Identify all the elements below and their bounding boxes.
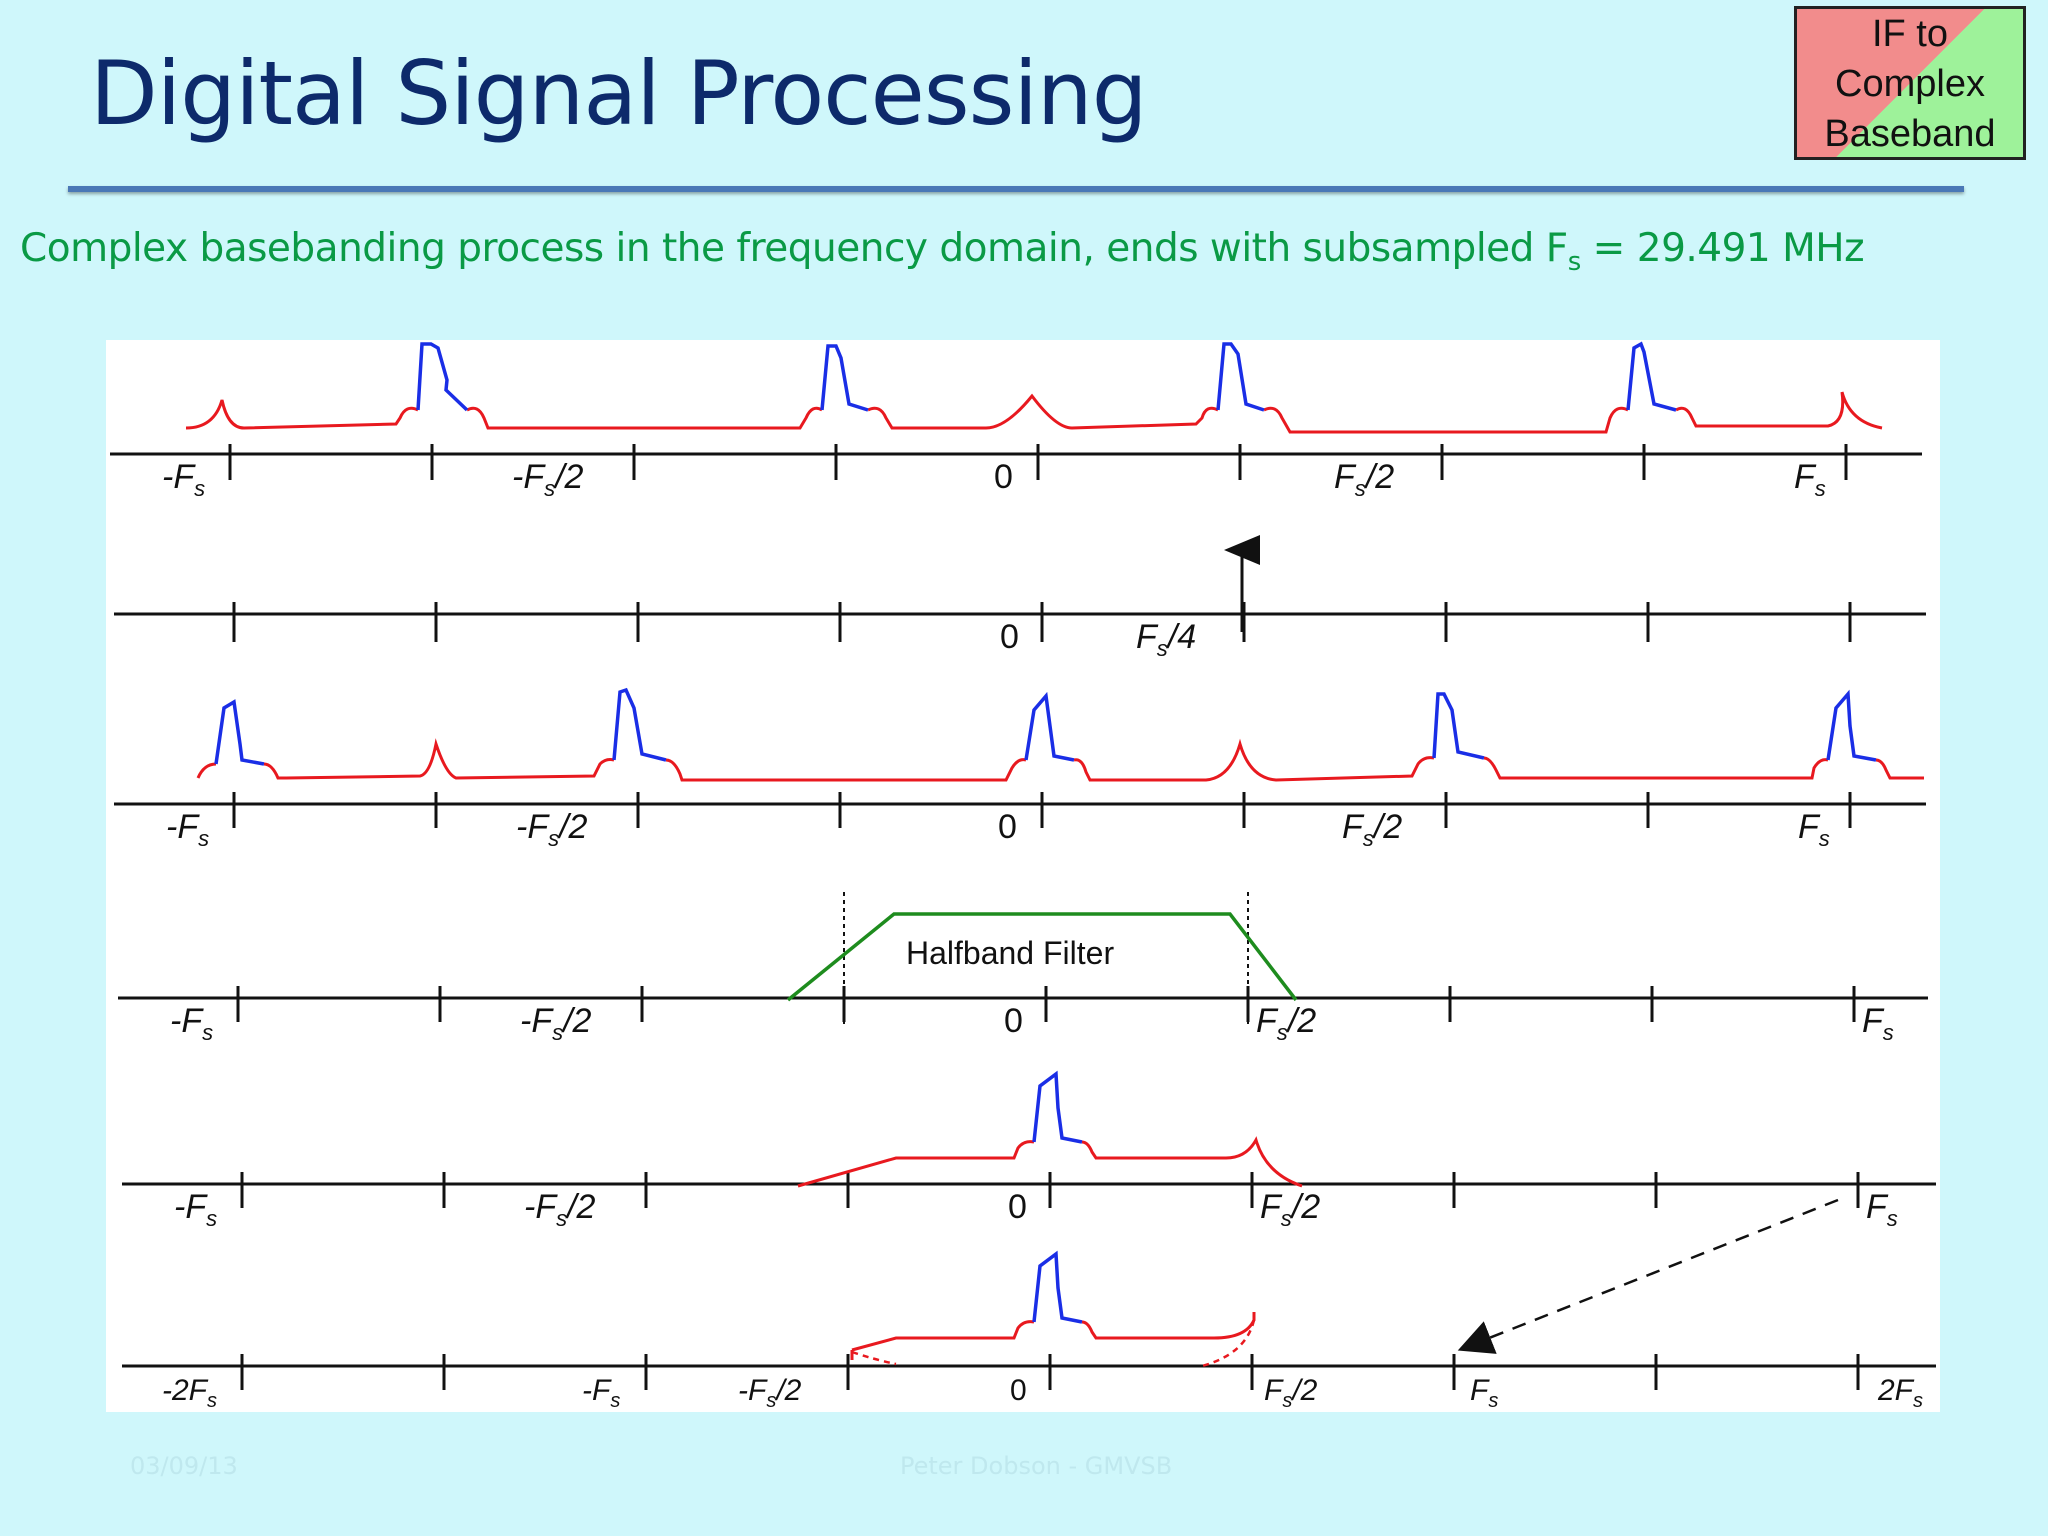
slide-subtitle: Complex basebanding process in the frequ… — [20, 226, 1865, 277]
row-6-label-zero: 0 — [1010, 1374, 1027, 1407]
row-6-image-spectrum — [850, 1312, 1256, 1360]
row-5-label-neg-fs: -Fs — [174, 1188, 217, 1231]
row-5-filtered-spectrum: -Fs -Fs/2 0 Fs/2 Fs — [122, 1070, 1936, 1354]
row-3-ticks — [232, 792, 1852, 828]
row-4-ticks — [236, 986, 1856, 1022]
row-3-image-spectrum — [196, 738, 1924, 782]
frequency-domain-diagram: -Fs -Fs/2 0 Fs/2 Fs 0 Fs/4 — [106, 340, 1940, 1412]
row-4-label-pos-half: Fs/2 — [1256, 1002, 1316, 1045]
row-4-label-pos-fs: Fs — [1862, 1002, 1894, 1045]
row-3-label-pos-half: Fs/2 — [1342, 808, 1402, 851]
decimation-arrow — [1457, 1198, 1839, 1354]
row-6-decimated-spectrum: -2Fs -Fs -Fs/2 0 Fs/2 Fs 2Fs — [122, 1250, 1936, 1412]
row-2-mixer: 0 Fs/4 — [114, 535, 1926, 661]
row-2-ticks — [232, 602, 1852, 642]
halfband-filter-label: Halfband Filter — [906, 935, 1114, 971]
row-4-label-neg-half: -Fs/2 — [520, 1002, 592, 1045]
row-2-label-zero: 0 — [1000, 618, 1019, 656]
row-5-ticks — [240, 1172, 1860, 1208]
badge-line-2: Complex — [1835, 63, 1985, 105]
row-3-label-neg-half: -Fs/2 — [516, 808, 588, 851]
row-6-label-pos-2fs: 2Fs — [1877, 1374, 1923, 1412]
row-6-label-neg-fs: -Fs — [582, 1374, 620, 1412]
row-3-label-zero: 0 — [998, 808, 1017, 846]
row-6-label-pos-fs: Fs — [1470, 1374, 1498, 1412]
row-1-label-neg-half: -Fs/2 — [512, 458, 584, 501]
row-4-halfband-filter: Halfband Filter -Fs -Fs/2 0 Fs/2 Fs — [118, 892, 1928, 1045]
row-1-image-spectrum — [185, 391, 1883, 434]
row-6-label-pos-half: Fs/2 — [1264, 1374, 1318, 1412]
row-5-label-zero: 0 — [1008, 1188, 1027, 1226]
row-3-shifted-spectrum: -Fs -Fs/2 0 Fs/2 Fs — [114, 687, 1926, 851]
subtitle-suffix: = 29.491 MHz — [1580, 226, 1865, 271]
row-4-label-zero: 0 — [1004, 1002, 1023, 1040]
row-1-label-pos-half: Fs/2 — [1334, 458, 1394, 501]
row-6-signal-peak — [1032, 1250, 1083, 1324]
badge-line-3: Baseband — [1824, 113, 1996, 155]
row-5-label-neg-half: -Fs/2 — [524, 1188, 596, 1231]
row-5-signal-peak — [1032, 1070, 1083, 1144]
row-6-aliased-edges — [851, 1319, 1256, 1368]
subtitle-subscript: s — [1567, 246, 1582, 277]
row-6-label-neg-half: -Fs/2 — [738, 1374, 802, 1412]
row-1-signal-peaks — [416, 341, 1677, 412]
row-1-ticks — [228, 444, 1848, 480]
row-1-label-neg-fs: -Fs — [162, 458, 205, 501]
subtitle-text: Complex basebanding process in the frequ… — [20, 226, 1568, 271]
row-3-label-pos-fs: Fs — [1798, 808, 1830, 851]
row-1-label-zero: 0 — [994, 458, 1013, 496]
row-3-label-neg-fs: -Fs — [166, 808, 209, 851]
badge-line-1: IF to — [1871, 13, 1949, 55]
row-4-label-neg-fs: -Fs — [170, 1002, 213, 1045]
row-5-label-pos-fs: Fs — [1866, 1188, 1898, 1231]
row-6-label-neg-2fs: -2Fs — [162, 1374, 217, 1412]
title-divider — [68, 186, 1964, 192]
row-1-label-pos-fs: Fs — [1794, 458, 1826, 501]
footer-date: 03/09/13 — [130, 1452, 238, 1480]
row-6-ticks — [240, 1354, 1860, 1390]
row-2-label-quarter: Fs/4 — [1136, 618, 1196, 661]
footer-author: Peter Dobson - GMVSB — [900, 1452, 1173, 1480]
row-5-label-pos-half: Fs/2 — [1260, 1188, 1320, 1231]
row-5-image-spectrum — [797, 1136, 1303, 1188]
halfband-filter-response — [786, 912, 1298, 1002]
section-badge: IF to Complex Baseband — [1794, 6, 2026, 160]
page-title: Digital Signal Processing — [90, 42, 1148, 145]
row-3-signal-peaks — [214, 687, 1877, 766]
row-1-if-spectrum: -Fs -Fs/2 0 Fs/2 Fs — [110, 341, 1922, 501]
